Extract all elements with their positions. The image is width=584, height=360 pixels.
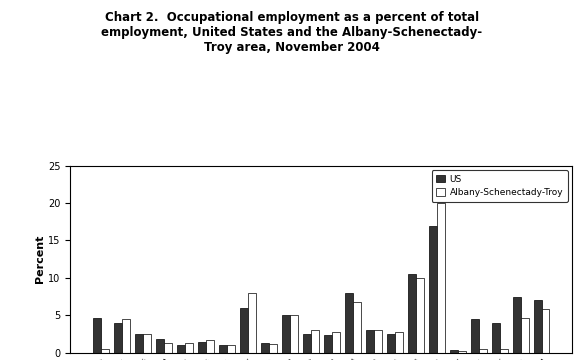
Bar — [374, 330, 381, 353]
Bar — [458, 351, 465, 353]
Bar — [219, 345, 227, 353]
Bar — [311, 330, 319, 353]
Bar — [206, 340, 214, 353]
Bar — [471, 319, 478, 353]
Bar — [513, 297, 520, 353]
Bar — [324, 335, 332, 353]
Bar — [345, 293, 353, 353]
Bar — [185, 343, 193, 353]
Bar — [450, 350, 458, 353]
Text: Chart 2.  Occupational employment as a percent of total
employment, United State: Chart 2. Occupational employment as a pe… — [102, 11, 482, 54]
Bar — [248, 293, 256, 353]
Bar — [416, 278, 423, 353]
Bar — [164, 343, 172, 353]
Bar — [395, 332, 402, 353]
Bar — [227, 345, 235, 353]
Bar — [541, 309, 550, 353]
Bar — [429, 225, 437, 353]
Bar — [240, 308, 248, 353]
Bar — [478, 349, 486, 353]
Bar — [290, 315, 298, 353]
Y-axis label: Percent: Percent — [35, 235, 45, 283]
Bar — [177, 345, 185, 353]
Bar — [122, 319, 130, 353]
Bar — [198, 342, 206, 353]
Bar — [332, 332, 340, 353]
Bar — [366, 330, 374, 353]
Legend: US, Albany-Schenectady-Troy: US, Albany-Schenectady-Troy — [432, 170, 568, 202]
Bar — [387, 334, 395, 353]
Bar — [101, 349, 109, 353]
Bar — [303, 334, 311, 353]
Bar — [281, 315, 290, 353]
Bar — [135, 334, 143, 353]
Bar — [408, 274, 416, 353]
Bar — [156, 339, 164, 353]
Bar — [520, 318, 529, 353]
Bar — [353, 302, 361, 353]
Bar — [143, 334, 151, 353]
Bar — [93, 318, 101, 353]
Bar — [269, 344, 277, 353]
Bar — [534, 300, 541, 353]
Bar — [492, 323, 499, 353]
Bar — [114, 323, 122, 353]
Bar — [437, 203, 444, 353]
Bar — [261, 343, 269, 353]
Bar — [499, 349, 507, 353]
